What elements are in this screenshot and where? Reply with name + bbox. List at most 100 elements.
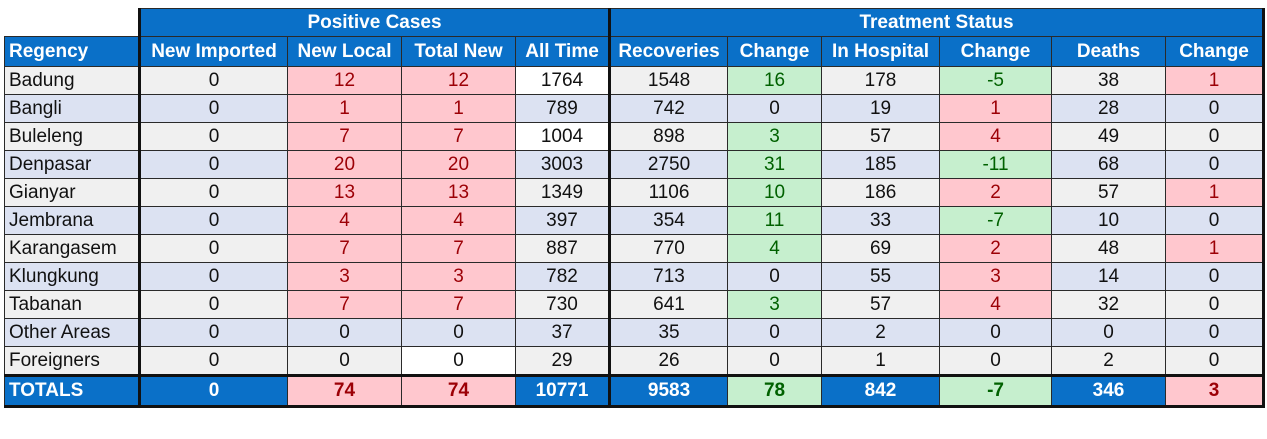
rec-change-cell: 0 [727,94,823,123]
hosp-change-cell: -5 [939,66,1053,95]
all-time-cell: 887 [514,234,612,263]
death-change-cell: 0 [1165,94,1266,123]
new-imported-cell: 0 [138,66,288,95]
blank-header-cell [4,8,140,37]
new-imported-cell: 0 [138,94,288,123]
recoveries-cell: 1106 [609,178,729,207]
col-header-regency: Regency [4,36,140,67]
rec-change-cell: 3 [727,122,823,151]
new-local-cell: 0 [287,346,402,376]
death-change-cell: 1 [1165,178,1266,207]
new-imported-cell: 0 [138,178,288,207]
col-header-total-new: Total New [401,36,516,67]
recoveries-cell: 354 [609,206,729,235]
in-hospital-cell: 186 [821,178,941,207]
death-change-cell: 0 [1165,346,1266,376]
new-imported-cell: 0 [138,150,288,179]
new-local-cell: 4 [287,206,402,235]
in-hospital-cell: 33 [821,206,941,235]
total-new-cell: 4 [401,206,516,235]
new-imported-cell: 0 [138,318,288,347]
table-row: Foreigners 0 0 0 29 26 0 1 0 2 0 [4,346,1266,376]
all-time-cell: 730 [514,290,612,319]
total-deaths: 346 [1051,374,1167,408]
regency-cell: Badung [4,66,140,95]
col-header-all-time: All Time [514,36,612,67]
regency-cell: Bangli [4,94,140,123]
recoveries-cell: 35 [609,318,729,347]
regency-cell: Foreigners [4,346,140,376]
col-header-recoveries: Recoveries [609,36,729,67]
new-imported-cell: 0 [138,346,288,376]
new-local-cell: 0 [287,318,402,347]
deaths-cell: 28 [1051,94,1167,123]
regency-cell: Tabanan [4,290,140,319]
regency-cell: Other Areas [4,318,140,347]
in-hospital-cell: 178 [821,66,941,95]
hosp-change-cell: 3 [939,262,1053,291]
deaths-cell: 2 [1051,346,1167,376]
hosp-change-cell: -7 [939,206,1053,235]
new-local-cell: 7 [287,234,402,263]
col-header-rec-change: Change [727,36,823,67]
deaths-cell: 68 [1051,150,1167,179]
new-imported-cell: 0 [138,122,288,151]
new-local-cell: 13 [287,178,402,207]
new-local-cell: 7 [287,122,402,151]
col-header-death-change: Change [1165,36,1266,67]
death-change-cell: 0 [1165,150,1266,179]
col-header-new-imported: New Imported [138,36,288,67]
total-total-new: 74 [401,374,516,408]
new-local-cell: 7 [287,290,402,319]
hosp-change-cell: 0 [939,346,1053,376]
new-imported-cell: 0 [138,206,288,235]
table-row: Klungkung 0 3 3 782 713 0 55 3 14 0 [4,262,1266,291]
rec-change-cell: 4 [727,234,823,263]
new-local-cell: 1 [287,94,402,123]
in-hospital-cell: 57 [821,290,941,319]
recoveries-cell: 742 [609,94,729,123]
all-time-cell: 37 [514,318,612,347]
rec-change-cell: 11 [727,206,823,235]
rec-change-cell: 0 [727,262,823,291]
deaths-cell: 48 [1051,234,1167,263]
recoveries-cell: 898 [609,122,729,151]
deaths-cell: 14 [1051,262,1167,291]
hosp-change-cell: 2 [939,178,1053,207]
deaths-cell: 49 [1051,122,1167,151]
all-time-cell: 1004 [514,122,612,151]
table-row: Gianyar 0 13 13 1349 1106 10 186 2 57 1 [4,178,1266,207]
total-all-time: 10771 [514,374,612,408]
total-recoveries: 9583 [609,374,729,408]
deaths-cell: 57 [1051,178,1167,207]
table-row: Buleleng 0 7 7 1004 898 3 57 4 49 0 [4,122,1266,151]
all-time-cell: 789 [514,94,612,123]
deaths-cell: 38 [1051,66,1167,95]
recoveries-cell: 1548 [609,66,729,95]
all-time-cell: 782 [514,262,612,291]
table-row: Jembrana 0 4 4 397 354 11 33 -7 10 0 [4,206,1266,235]
in-hospital-cell: 57 [821,122,941,151]
hosp-change-cell: 4 [939,290,1053,319]
in-hospital-cell: 19 [821,94,941,123]
all-time-cell: 397 [514,206,612,235]
total-new-imported: 0 [138,374,288,408]
death-change-cell: 1 [1165,66,1266,95]
column-header-row: Regency New Imported New Local Total New… [4,36,1266,67]
table-row: Tabanan 0 7 7 730 641 3 57 4 32 0 [4,290,1266,319]
rec-change-cell: 16 [727,66,823,95]
table-row: Badung 0 12 12 1764 1548 16 178 -5 38 1 [4,66,1266,95]
all-time-cell: 1764 [514,66,612,95]
total-new-cell: 7 [401,234,516,263]
regency-cell: Gianyar [4,178,140,207]
in-hospital-cell: 1 [821,346,941,376]
regency-cell: Denpasar [4,150,140,179]
regency-cell: Jembrana [4,206,140,235]
table-row: Other Areas 0 0 0 37 35 0 2 0 0 0 [4,318,1266,347]
in-hospital-cell: 2 [821,318,941,347]
total-new-cell: 7 [401,122,516,151]
hosp-change-cell: 0 [939,318,1053,347]
deaths-cell: 0 [1051,318,1167,347]
total-new-cell: 1 [401,94,516,123]
in-hospital-cell: 185 [821,150,941,179]
